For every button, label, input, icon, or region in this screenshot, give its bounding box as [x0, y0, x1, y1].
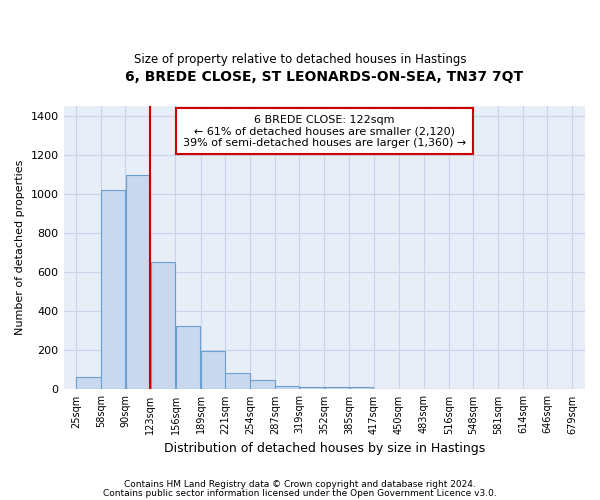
- Bar: [250, 380, 275, 390]
- Title: 6, BREDE CLOSE, ST LEONARDS-ON-SEA, TN37 7QT: 6, BREDE CLOSE, ST LEONARDS-ON-SEA, TN37…: [125, 70, 523, 84]
- Bar: [176, 326, 200, 390]
- Text: Contains HM Land Registry data © Crown copyright and database right 2024.: Contains HM Land Registry data © Crown c…: [124, 480, 476, 489]
- Bar: [151, 262, 175, 390]
- Bar: [350, 388, 373, 390]
- Text: 6 BREDE CLOSE: 122sqm
← 61% of detached houses are smaller (2,120)
39% of semi-d: 6 BREDE CLOSE: 122sqm ← 61% of detached …: [182, 114, 466, 148]
- Bar: [299, 387, 324, 390]
- Bar: [325, 388, 349, 390]
- Text: Size of property relative to detached houses in Hastings: Size of property relative to detached ho…: [134, 52, 466, 66]
- X-axis label: Distribution of detached houses by size in Hastings: Distribution of detached houses by size …: [164, 442, 485, 455]
- Bar: [201, 352, 224, 390]
- Bar: [101, 190, 125, 390]
- Y-axis label: Number of detached properties: Number of detached properties: [15, 160, 25, 336]
- Bar: [76, 376, 101, 390]
- Text: Contains public sector information licensed under the Open Government Licence v3: Contains public sector information licen…: [103, 488, 497, 498]
- Bar: [126, 176, 150, 390]
- Bar: [225, 373, 250, 390]
- Bar: [275, 386, 299, 390]
